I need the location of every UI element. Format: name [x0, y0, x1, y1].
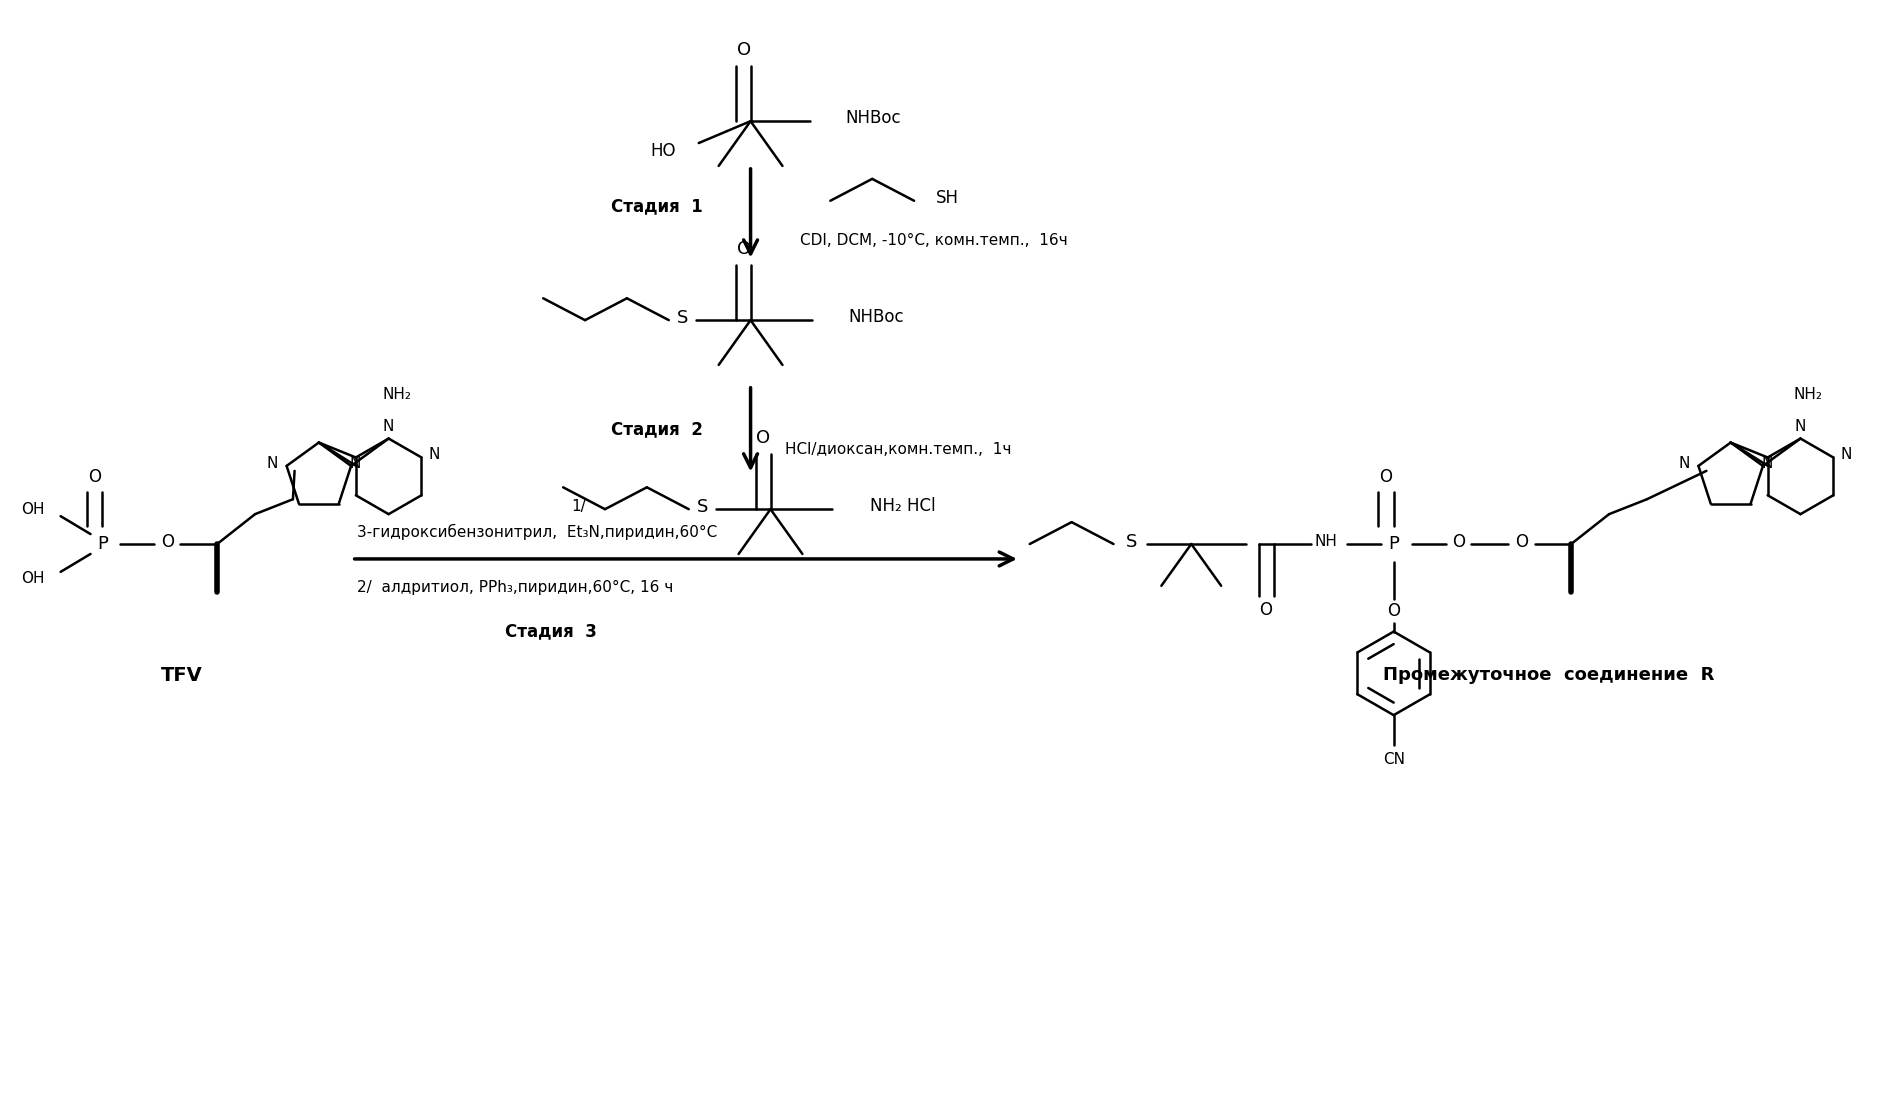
Text: O: O	[737, 240, 750, 257]
Text: NH₂ HCl: NH₂ HCl	[871, 497, 935, 515]
Text: Стадия  3: Стадия 3	[504, 622, 597, 641]
Text: N: N	[383, 419, 395, 434]
Text: P: P	[96, 535, 108, 552]
Text: O: O	[737, 40, 750, 59]
Text: OH: OH	[21, 502, 45, 516]
Text: O: O	[1515, 533, 1528, 551]
Text: N: N	[266, 456, 278, 472]
Text: N: N	[1761, 456, 1772, 472]
Text: SH: SH	[937, 189, 960, 207]
Text: O: O	[1260, 601, 1273, 619]
Text: NH₂: NH₂	[1795, 387, 1823, 403]
Text: O: O	[756, 429, 771, 446]
Text: OH: OH	[21, 571, 45, 586]
Text: Стадия  1: Стадия 1	[610, 197, 703, 214]
Text: HCl/диоксан,комн.темп.,  1ч: HCl/диоксан,комн.темп., 1ч	[786, 442, 1013, 457]
Text: NH: NH	[1315, 534, 1337, 548]
Text: HO: HO	[650, 142, 676, 160]
Text: NHBoc: NHBoc	[844, 109, 901, 127]
Text: NHBoc: NHBoc	[848, 309, 905, 326]
Text: NH₂: NH₂	[382, 387, 412, 403]
Text: O: O	[161, 533, 174, 551]
Text: O: O	[1379, 468, 1392, 487]
Text: Стадия  2: Стадия 2	[610, 420, 703, 439]
Text: 1/: 1/	[570, 499, 586, 514]
Text: S: S	[1126, 533, 1137, 551]
Text: N: N	[1679, 456, 1691, 472]
Text: N: N	[349, 456, 361, 472]
Text: Промежуточное  соединение  R: Промежуточное соединение R	[1383, 666, 1713, 685]
Text: O: O	[1387, 602, 1400, 619]
Text: 3-гидроксибензонитрил,  Et₃N,пиридин,60°C: 3-гидроксибензонитрил, Et₃N,пиридин,60°C	[357, 524, 718, 540]
Text: CN: CN	[1383, 753, 1405, 767]
Text: N: N	[429, 447, 440, 462]
Text: O: O	[89, 468, 100, 487]
Text: O: O	[1453, 533, 1466, 551]
Text: S: S	[697, 498, 708, 516]
Text: N: N	[1840, 447, 1851, 462]
Text: S: S	[676, 310, 688, 327]
Text: P: P	[1388, 535, 1400, 552]
Text: N: N	[1795, 419, 1806, 434]
Text: TFV: TFV	[161, 666, 204, 685]
Text: 2/  алдритиол, PPh₃,пиридин,60°C, 16 ч: 2/ алдритиол, PPh₃,пиридин,60°C, 16 ч	[357, 580, 672, 595]
Text: CDI, DCM, -10°C, комн.темп.,  16ч: CDI, DCM, -10°C, комн.темп., 16ч	[801, 233, 1067, 248]
